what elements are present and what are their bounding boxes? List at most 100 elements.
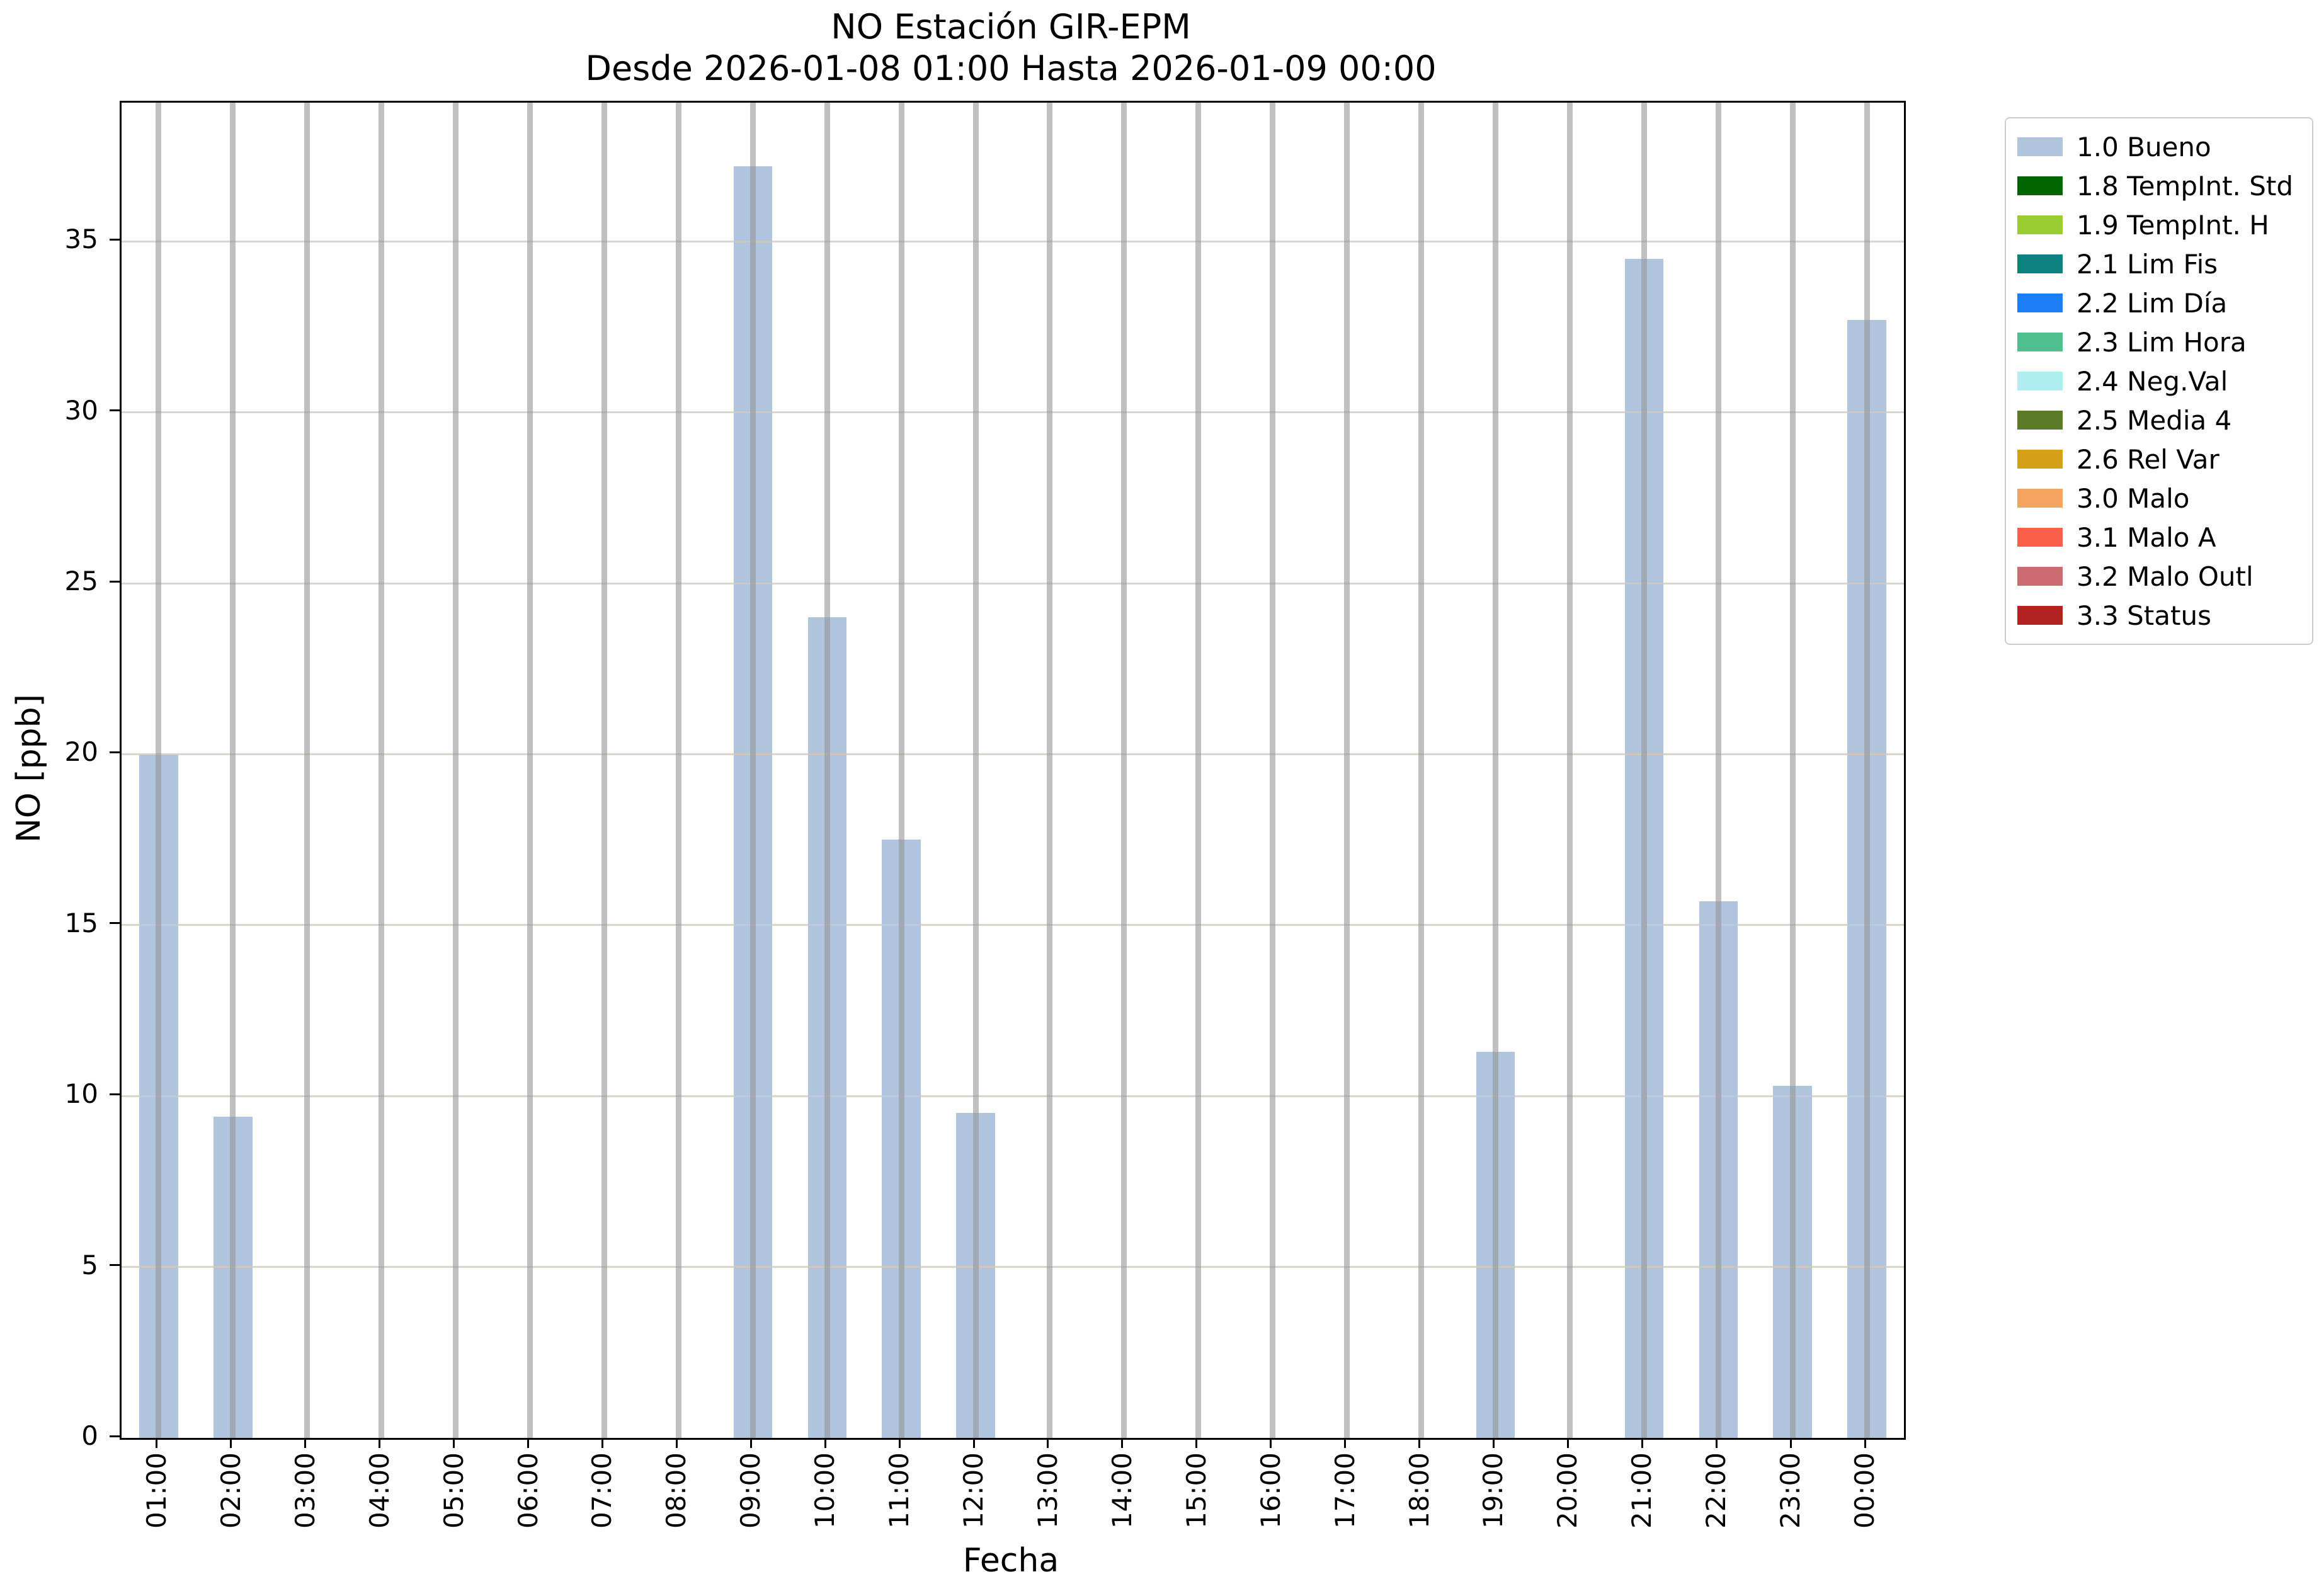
legend-item: 1.0 Bueno [2017,127,2301,166]
x-tick [1344,1438,1347,1448]
y-tick-label: 5 [81,1249,98,1280]
x-tick [379,1438,381,1448]
x-tick-label: 21:00 [1626,1452,1658,1529]
x-tick [156,1438,158,1448]
y-tick [110,1435,120,1437]
x-tick [1121,1438,1124,1448]
x-tick-label: 05:00 [438,1452,469,1529]
legend-label: 1.0 Bueno [2077,131,2211,162]
x-tick-label: 11:00 [884,1452,915,1529]
legend-item: 2.4 Neg.Val [2017,362,2301,401]
y-tick [110,922,120,925]
x-tick-label: 02:00 [215,1452,246,1529]
legend-label: 3.2 Malo Outl [2077,561,2253,592]
h-gridline [122,240,1904,242]
legend-label: 2.1 Lim Fis [2077,248,2218,280]
v-gridline [1047,103,1053,1438]
x-tick [749,1438,752,1448]
legend-label: 3.1 Malo A [2077,522,2216,553]
bar-00:00 [1847,320,1886,1438]
chart-title-line2: Desde 2026-01-08 01:00 Hasta 2026-01-09 … [585,48,1437,88]
bar-22:00 [1699,901,1738,1438]
x-tick-label: 06:00 [512,1452,544,1529]
x-tick [453,1438,455,1448]
x-tick [1418,1438,1421,1448]
v-gridline [1121,103,1127,1438]
x-tick-label: 09:00 [735,1452,766,1529]
legend-swatch-icon [2017,450,2063,469]
bar-11:00 [882,840,921,1438]
x-tick [1270,1438,1272,1448]
x-axis-label: Fecha [962,1542,1059,1580]
x-tick-label: 14:00 [1106,1452,1137,1529]
y-tick [110,238,120,241]
legend-item: 2.5 Media 4 [2017,401,2301,440]
v-gridline [1566,103,1573,1438]
v-gridline [1270,103,1276,1438]
y-tick-label: 35 [64,224,98,255]
v-gridline [1195,103,1202,1438]
legend-swatch-icon [2017,176,2063,195]
bar-23:00 [1773,1085,1812,1438]
legend-swatch-icon [2017,528,2063,547]
y-tick [110,409,120,412]
legend-label: 3.0 Malo [2077,482,2190,514]
x-tick [1789,1438,1792,1448]
legend-swatch-icon [2017,372,2063,390]
x-tick-label: 03:00 [289,1452,321,1529]
legend-label: 1.9 TempInt. H [2077,209,2269,241]
legend-label: 2.2 Lim Día [2077,287,2228,319]
x-tick [1715,1438,1718,1448]
x-tick-label: 22:00 [1701,1452,1732,1529]
legend-swatch-icon [2017,567,2063,586]
bar-10:00 [807,617,846,1438]
x-tick [230,1438,232,1448]
legend-item: 1.8 TempInt. Std [2017,166,2301,205]
legend-swatch-icon [2017,215,2063,234]
x-tick-label: 17:00 [1329,1452,1360,1529]
y-tick-label: 0 [81,1420,98,1451]
legend-swatch-icon [2017,411,2063,430]
v-gridline [527,103,533,1438]
x-tick-label: 15:00 [1180,1452,1212,1529]
legend-label: 2.6 Rel Var [2077,443,2219,475]
x-tick-label: 19:00 [1478,1452,1509,1529]
bar-09:00 [733,166,772,1438]
v-gridline [304,103,311,1438]
x-tick [1641,1438,1643,1448]
legend-label: 2.5 Media 4 [2077,404,2232,436]
legend-item: 3.0 Malo [2017,479,2301,518]
x-tick-label: 16:00 [1255,1452,1286,1529]
legend-item: 2.1 Lim Fis [2017,244,2301,283]
v-gridline [453,103,459,1438]
x-tick [527,1438,530,1448]
legend: 1.0 Bueno 1.8 TempInt. Std 1.9 TempInt. H 2… [2005,117,2313,645]
legend-item: 3.1 Malo A [2017,518,2301,557]
bar-21:00 [1624,258,1663,1438]
legend-label: 2.4 Neg.Val [2077,365,2228,397]
legend-label: 1.8 TempInt. Std [2077,170,2294,202]
legend-label: 2.3 Lim Hora [2077,326,2247,358]
x-tick [824,1438,826,1448]
x-tick-label: 13:00 [1032,1452,1063,1529]
legend-swatch-icon [2017,294,2063,312]
legend-swatch-icon [2017,606,2063,625]
x-tick [1566,1438,1569,1448]
x-tick [601,1438,603,1448]
bar-01:00 [139,754,178,1438]
y-tick [110,751,120,753]
bar-19:00 [1476,1051,1515,1438]
legend-swatch-icon [2017,489,2063,508]
x-tick [898,1438,901,1448]
x-tick [1492,1438,1495,1448]
x-tick [1864,1438,1866,1448]
y-tick-label: 25 [64,566,98,597]
legend-swatch-icon [2017,333,2063,351]
bar-02:00 [214,1116,253,1438]
y-tick [110,1093,120,1095]
chart-title: NO Estación GIR-EPM Desde 2026-01-08 01:… [120,6,1902,89]
x-tick [1195,1438,1198,1448]
x-tick-label: 12:00 [958,1452,989,1529]
x-tick [1047,1438,1049,1448]
